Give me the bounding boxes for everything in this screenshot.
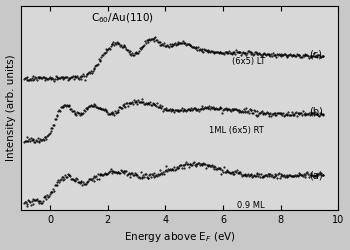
Y-axis label: Intensity (arb. units): Intensity (arb. units) [6, 54, 15, 161]
Text: (c): (c) [309, 50, 322, 60]
Text: C$_{60}$/Au(110): C$_{60}$/Au(110) [91, 12, 154, 25]
Text: 0.9 ML: 0.9 ML [237, 201, 265, 210]
X-axis label: Energy above E$_F$ (eV): Energy above E$_F$ (eV) [124, 230, 236, 244]
Text: (a): (a) [309, 171, 323, 181]
Text: (6x5) LT: (6x5) LT [232, 58, 265, 66]
Text: (b): (b) [309, 106, 323, 116]
Text: 1ML (6x5) RT: 1ML (6x5) RT [209, 126, 263, 135]
